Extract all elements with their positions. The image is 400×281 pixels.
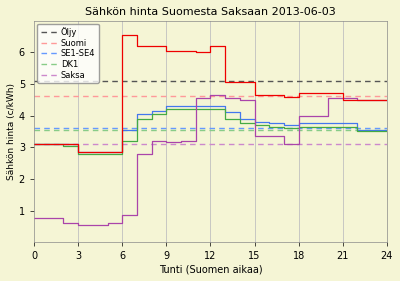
Title: Sähkön hinta Suomesta Saksaan 2013-06-03: Sähkön hinta Suomesta Saksaan 2013-06-03 (85, 7, 336, 17)
Legend: Öljy, Suomi, SE1-SE4, DK1, Saksa: Öljy, Suomi, SE1-SE4, DK1, Saksa (37, 24, 98, 83)
Y-axis label: Sähkön hinta (c/kWh): Sähkön hinta (c/kWh) (7, 83, 16, 180)
X-axis label: Tunti (Suomen aikaa): Tunti (Suomen aikaa) (159, 264, 262, 274)
